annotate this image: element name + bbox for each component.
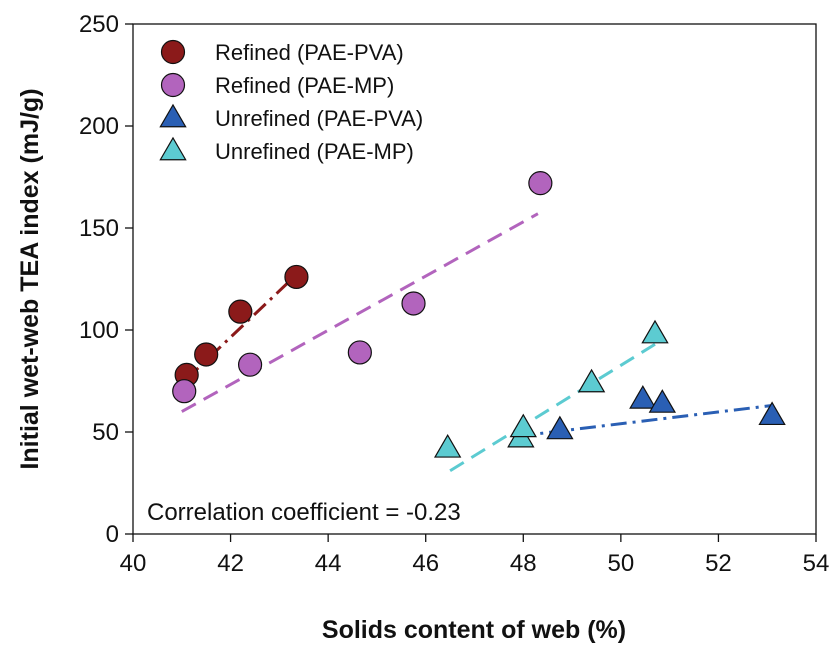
point-refined-pae-pva-2 <box>194 342 219 367</box>
point-unrefined-pae-pva-3 <box>648 389 677 413</box>
y-tick-label-200: 200 <box>79 113 119 140</box>
x-tick-label-42: 42 <box>217 550 244 577</box>
point-unrefined-pae-mp-1 <box>433 434 462 458</box>
x-tick-label-40: 40 <box>120 550 147 577</box>
data-markers <box>172 171 786 458</box>
point-refined-pae-pva-4 <box>284 264 309 290</box>
legend-marker-refined-pae-mp <box>160 72 186 98</box>
plot-frame <box>132 23 817 535</box>
y-tick-label-250: 250 <box>79 11 119 38</box>
legend-marker-unrefined-pae-pva <box>159 103 187 128</box>
y-axis: 0 50 100 150 200 250 <box>79 11 133 548</box>
y-tick-label-0: 0 <box>106 521 119 548</box>
trendline-unrefined-pae-mp <box>449 343 656 473</box>
y-axis-title: Initial wet-web TEA index (mJ/g) <box>16 88 44 469</box>
point-refined-pae-pva-3 <box>228 299 253 324</box>
x-tick-label-52: 52 <box>705 550 732 577</box>
x-axis: 40 42 44 46 48 50 52 54 <box>120 534 830 577</box>
correlation-annotation: Correlation coefficient = -0.23 <box>147 499 461 526</box>
point-refined-pae-mp-1 <box>172 379 197 404</box>
legend-label-refined-pae-pva: Refined (PAE-PVA) <box>215 40 404 65</box>
point-unrefined-pae-mp-4 <box>577 368 606 393</box>
legend: Refined (PAE-PVA) Refined (PAE-MP) Unrefin… <box>159 39 423 164</box>
y-tick-label-100: 100 <box>79 317 119 344</box>
point-refined-pae-mp-5 <box>528 171 553 196</box>
x-axis-title: Solids content of web (%) <box>322 616 626 644</box>
point-refined-pae-mp-4 <box>401 291 426 316</box>
y-tick-label-150: 150 <box>79 215 119 242</box>
point-unrefined-pae-mp-5 <box>641 319 669 344</box>
x-tick-label-54: 54 <box>803 550 830 577</box>
x-tick-label-44: 44 <box>315 550 342 577</box>
point-unrefined-pae-pva-4 <box>758 401 786 426</box>
x-tick-label-46: 46 <box>412 550 439 577</box>
point-unrefined-pae-pva-2 <box>629 385 657 409</box>
trendline-refined-pae-mp <box>181 212 539 413</box>
x-tick-label-48: 48 <box>510 550 537 577</box>
point-unrefined-pae-mp-3 <box>509 413 537 438</box>
legend-label-unrefined-pae-pva: Unrefined (PAE-PVA) <box>215 106 423 131</box>
point-unrefined-pae-pva-1 <box>546 415 574 440</box>
point-refined-pae-mp-2 <box>237 352 263 377</box>
plot-area <box>132 23 817 535</box>
legend-label-refined-pae-mp: Refined (PAE-MP) <box>215 73 394 98</box>
legend-label-unrefined-pae-mp: Unrefined (PAE-MP) <box>215 139 414 164</box>
x-tick-label-50: 50 <box>608 550 635 577</box>
trendlines <box>181 212 773 473</box>
legend-marker-refined-pae-pva <box>160 39 186 65</box>
y-tick-label-50: 50 <box>92 419 119 446</box>
legend-marker-unrefined-pae-mp <box>159 136 187 161</box>
point-refined-pae-mp-3 <box>347 340 372 365</box>
